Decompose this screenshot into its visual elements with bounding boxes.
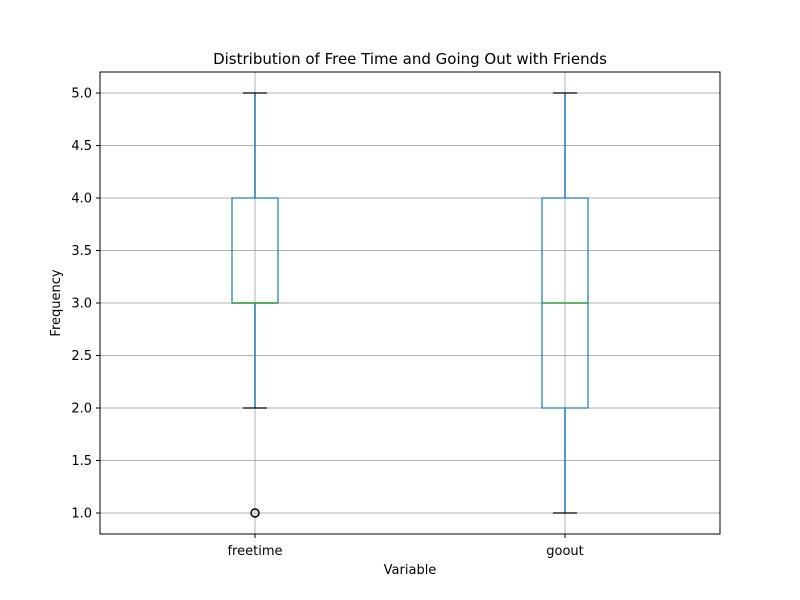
y-tick-label: 2.0 — [71, 402, 92, 417]
y-tick-label: 1.0 — [71, 507, 92, 522]
chart-title: Distribution of Free Time and Going Out … — [213, 50, 607, 68]
box-layer — [231, 92, 589, 518]
y-tick-label: 1.5 — [71, 454, 92, 469]
box-group-freetime — [231, 92, 279, 518]
y-tick-label: 5.0 — [71, 87, 92, 102]
x-tick-label: goout — [546, 544, 584, 559]
y-axis-label: Frequency — [49, 269, 64, 336]
y-tick-label: 4.5 — [71, 139, 92, 154]
box-group-goout — [541, 92, 589, 514]
y-tick-label: 4.0 — [71, 192, 92, 207]
x-tick-label: freetime — [227, 544, 282, 559]
tick-layer: 1.0 1.5 2.0 2.5 3.0 3.5 4.0 4.5 5.0 freetime goout — [71, 87, 583, 560]
y-tick-label: 3.0 — [71, 297, 92, 312]
outlier-point — [250, 508, 260, 518]
y-tick-label: 2.5 — [71, 349, 92, 364]
x-axis-label: Variable — [384, 563, 437, 578]
y-tick-label: 3.5 — [71, 244, 92, 259]
